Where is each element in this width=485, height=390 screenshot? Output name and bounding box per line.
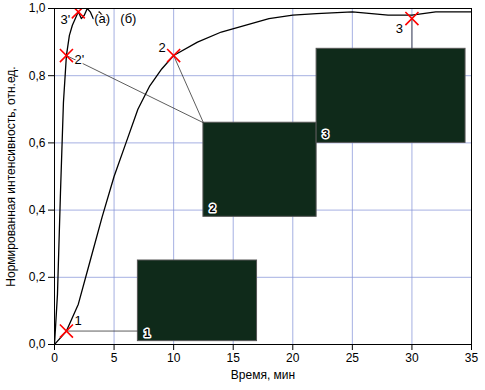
svg-text:30: 30: [405, 351, 419, 365]
svg-text:1,0: 1,0: [29, 1, 46, 15]
svg-text:35: 35: [465, 351, 479, 365]
svg-text:0,0: 0,0: [29, 337, 46, 351]
svg-text:2': 2': [74, 52, 84, 67]
svg-text:15: 15: [227, 351, 241, 365]
svg-text:(б): (б): [120, 11, 136, 26]
svg-text:0,2: 0,2: [29, 270, 46, 284]
svg-text:3: 3: [323, 128, 329, 140]
svg-text:(а): (а): [94, 11, 110, 26]
svg-text:0,4: 0,4: [29, 203, 46, 217]
svg-text:1: 1: [74, 313, 81, 328]
svg-text:20: 20: [286, 351, 300, 365]
svg-text:0,6: 0,6: [29, 136, 46, 150]
svg-text:5: 5: [111, 351, 118, 365]
svg-text:Время, мин: Время, мин: [231, 368, 295, 382]
svg-text:3: 3: [396, 21, 403, 36]
svg-text:1: 1: [144, 327, 150, 339]
svg-text:0: 0: [51, 351, 58, 365]
svg-text:2: 2: [209, 202, 215, 214]
svg-text:0,8: 0,8: [29, 69, 46, 83]
svg-text:2: 2: [158, 40, 165, 55]
svg-text:Нормированная интенсивность, о: Нормированная интенсивность, отн.ед.: [4, 66, 18, 286]
svg-text:10: 10: [167, 351, 181, 365]
svg-text:3': 3': [61, 12, 71, 27]
svg-text:25: 25: [346, 351, 360, 365]
